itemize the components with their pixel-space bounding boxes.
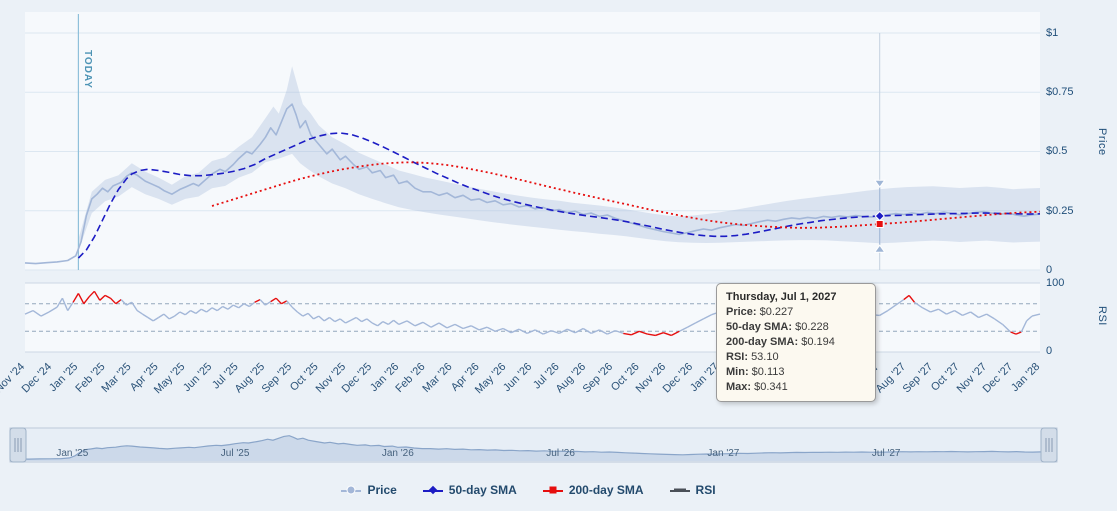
navigator-outline xyxy=(17,435,1050,460)
tooltip: Thursday, Jul 1, 2027 Price: $0.227 50-d… xyxy=(716,283,876,402)
legend: Price 50-day SMA 200-day SMA RSI xyxy=(0,483,1057,497)
navigator-label: Jul '27 xyxy=(871,448,901,459)
tooltip-sma50-value: $0.228 xyxy=(795,321,829,333)
price-range-band xyxy=(78,66,1040,251)
min-marker-arrow xyxy=(873,244,886,253)
legend-item-sma50[interactable]: 50-day SMA xyxy=(422,483,517,497)
sma50-series-icon xyxy=(422,485,443,496)
tooltip-max-value: $0.341 xyxy=(754,381,788,393)
legend-item-rsi[interactable]: RSI xyxy=(669,483,716,497)
price-axis-tick-025: $0.25 xyxy=(1046,205,1074,217)
price-axis-tick-0: 0 xyxy=(1046,264,1053,276)
sma200-line xyxy=(211,161,1041,229)
sma200-point-marker xyxy=(875,220,884,228)
navigator-area xyxy=(18,435,1049,461)
price-axis-tick-05: $0.5 xyxy=(1046,145,1068,157)
tooltip-row-max: Max: $0.341 xyxy=(726,381,788,393)
tooltip-row-rsi: RSI: 53.10 xyxy=(726,351,779,363)
tooltip-price-value: $0.227 xyxy=(759,306,794,318)
navigator-label: Jan '27 xyxy=(707,448,740,459)
legend-item-price[interactable]: Price xyxy=(341,483,397,497)
price-axis-tick-075: $0.75 xyxy=(1046,86,1074,98)
price-axis-title: Price xyxy=(1096,128,1108,156)
rsi-axis-tick-100: 100 xyxy=(1046,277,1065,289)
navigator-label: Jan '25 xyxy=(56,448,89,459)
tooltip-row-price: Price: $0.227 xyxy=(726,306,794,318)
rsi-series-icon xyxy=(669,485,690,496)
rsi-axis-tick-0: 0 xyxy=(1046,345,1053,357)
price-axis-tick-1: $1 xyxy=(1046,27,1059,39)
sma200-series-icon xyxy=(542,485,563,496)
rsi-pane[interactable] xyxy=(25,283,1040,352)
today-label: TODAY xyxy=(82,50,93,89)
tooltip-rsi-value: 53.10 xyxy=(751,351,779,363)
max-marker-arrow xyxy=(873,179,886,189)
tooltip-row-sma50: 50-day SMA: $0.228 xyxy=(726,321,829,333)
price-line xyxy=(24,103,1041,265)
navigator-label: Jul '26 xyxy=(546,448,575,459)
tooltip-sma200-value: $0.194 xyxy=(801,336,835,348)
tooltip-row-min: Min: $0.113 xyxy=(726,366,785,378)
navigator-label: Jan '26 xyxy=(381,448,414,459)
navigator-track[interactable] xyxy=(9,427,1058,463)
price-pane[interactable] xyxy=(25,12,1040,270)
tooltip-title: Thursday, Jul 1, 2027 xyxy=(726,291,837,303)
price-series-icon xyxy=(341,485,362,496)
rsi-axis-title: RSI xyxy=(1096,306,1108,326)
tooltip-min-value: $0.113 xyxy=(751,366,785,378)
tooltip-row-sma200: 200-day SMA: $0.194 xyxy=(726,336,835,348)
legend-item-sma200[interactable]: 200-day SMA xyxy=(542,483,644,497)
navigator-label: Jul '25 xyxy=(220,448,250,459)
